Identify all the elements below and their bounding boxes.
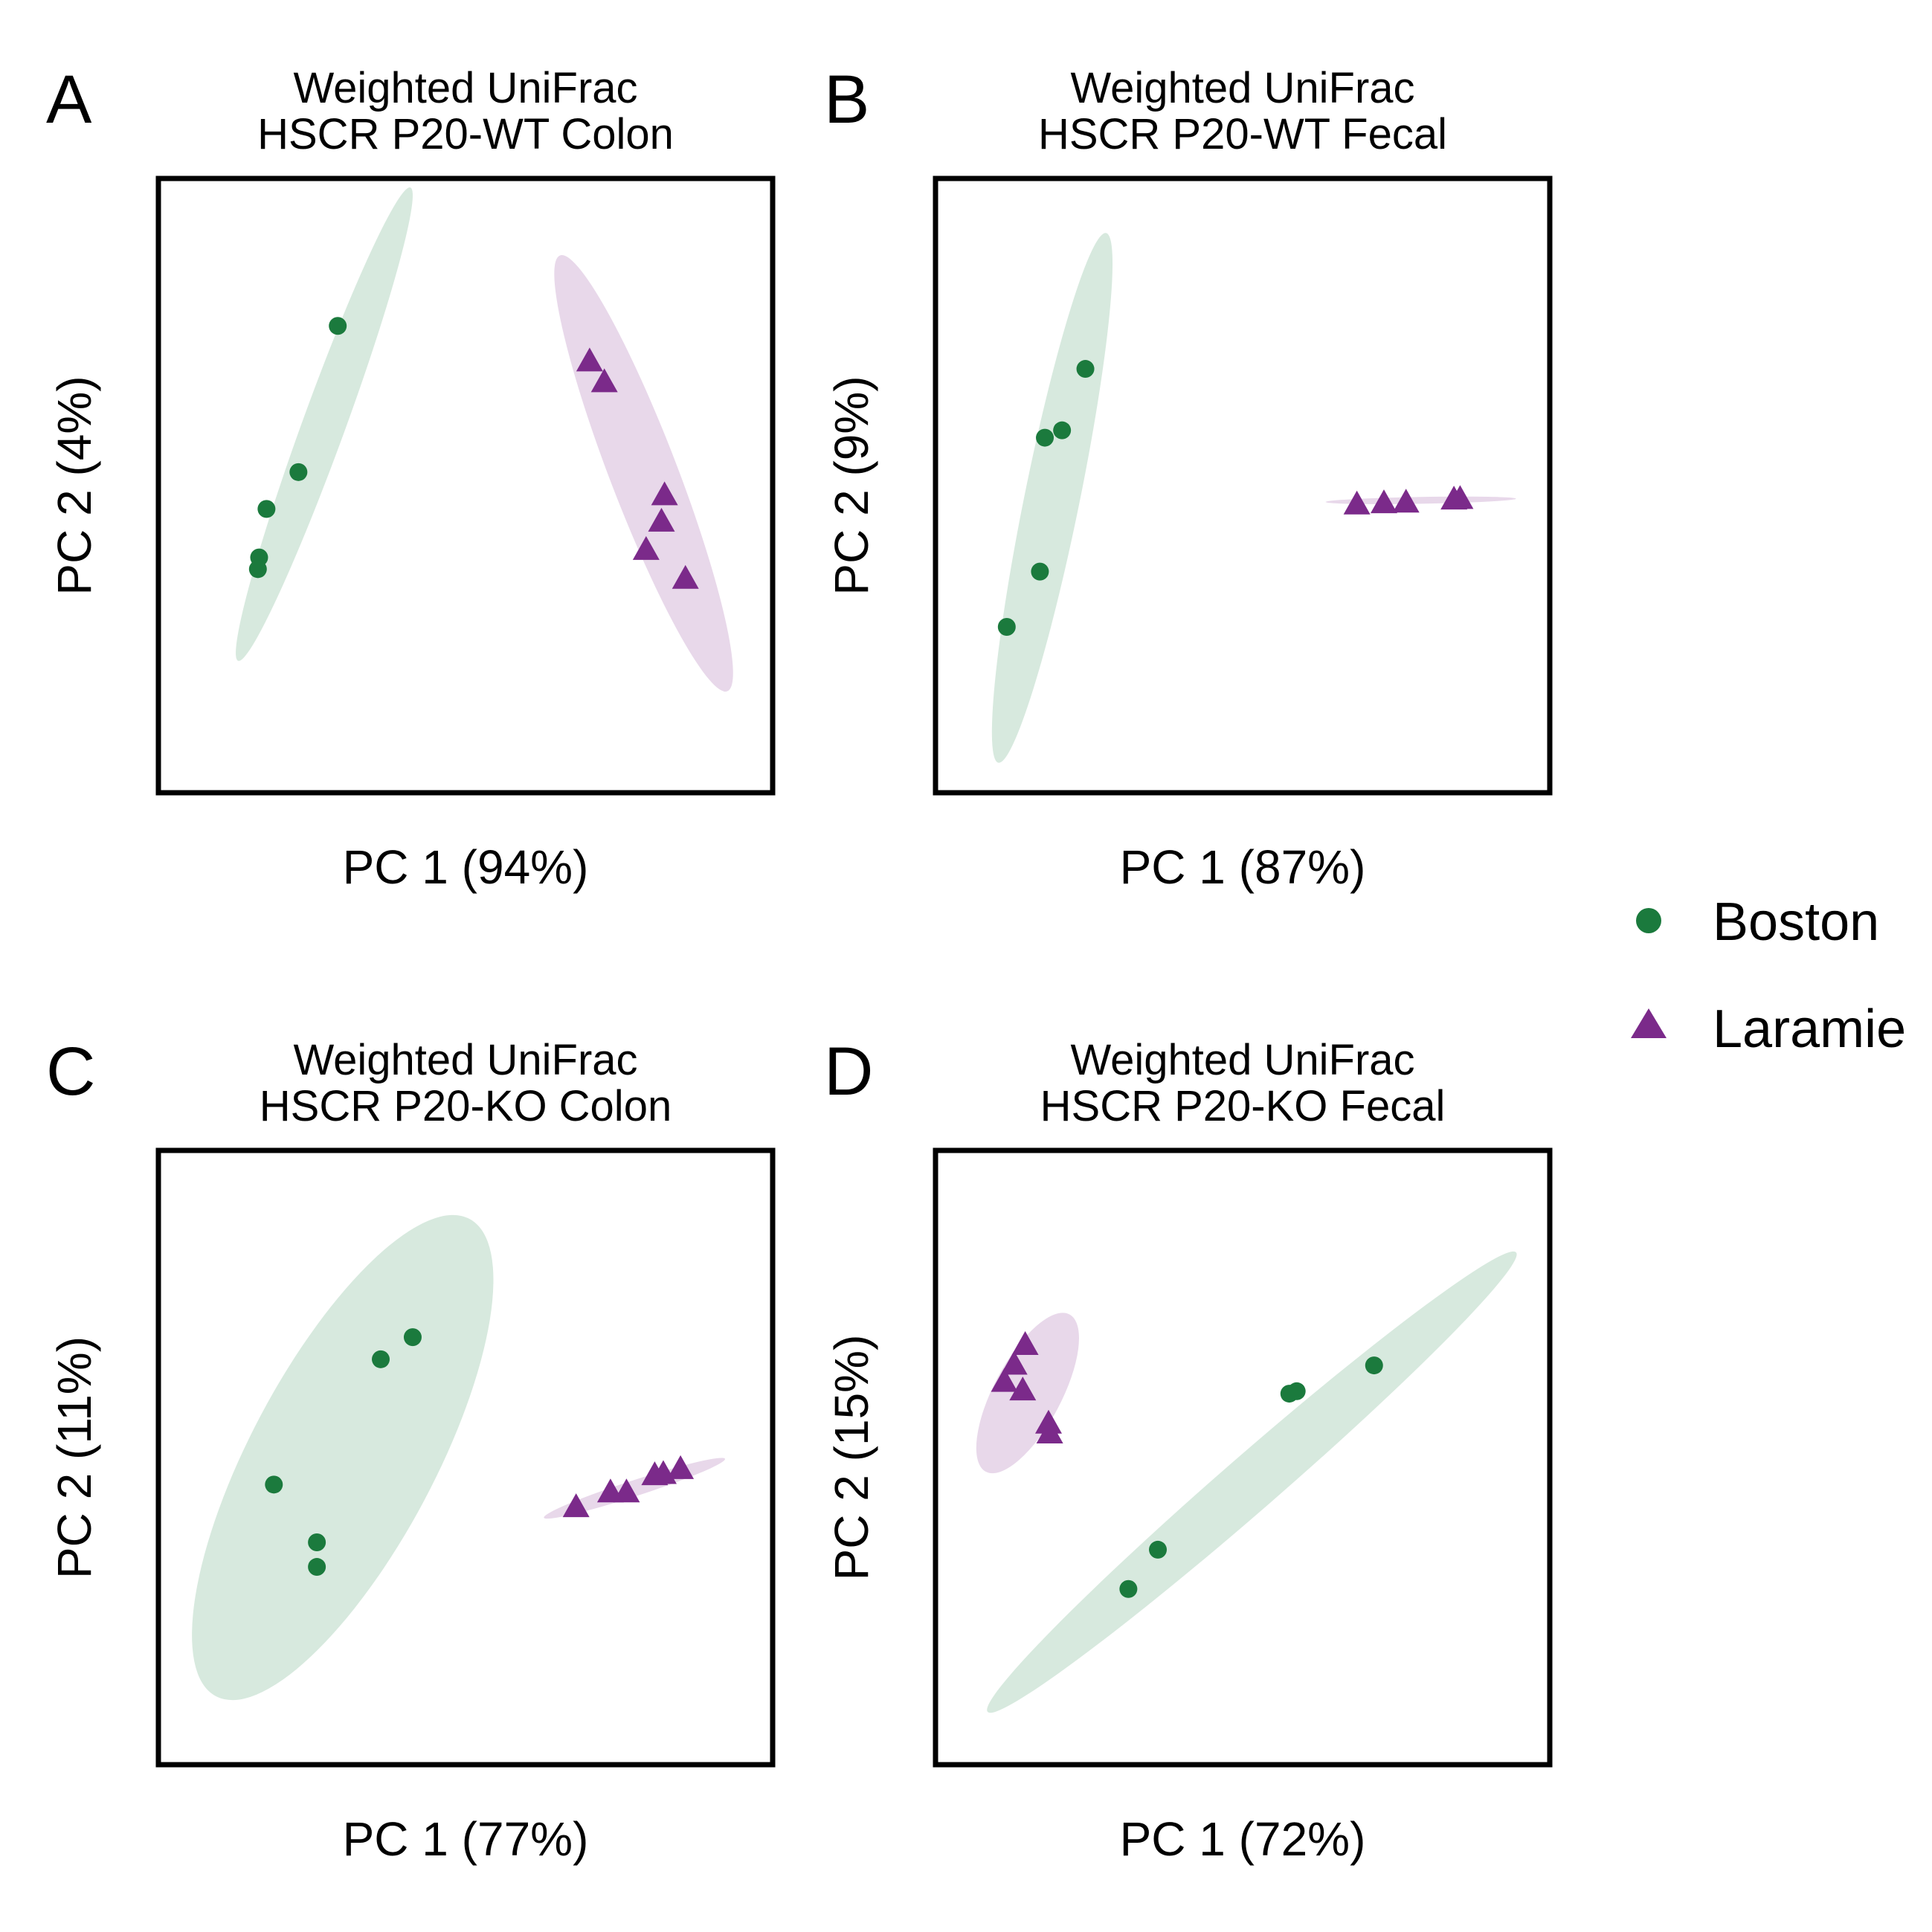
panel-c-boston-point-1 [403, 1328, 422, 1347]
panel-a-y-axis-label: PC 2 (4%) [48, 376, 101, 595]
panel-c-laramie-point-3 [613, 1478, 640, 1503]
panel-b-laramie-point-2 [1370, 489, 1397, 514]
panel-d-laramie-point-4 [1009, 1376, 1037, 1401]
panel-d-laramie-point-1 [1011, 1331, 1039, 1356]
panel-a-laramie-point-5 [632, 535, 660, 560]
panel-a-laramie-point-6 [672, 564, 699, 589]
panel-b-laramie-point-5 [1446, 485, 1474, 509]
panel-d-boston-point-3 [1280, 1385, 1298, 1403]
panel-a-plot-area [236, 187, 733, 692]
legend: Boston Laramie [1631, 892, 1906, 1059]
panel-c-laramie-point-1 [562, 1493, 590, 1518]
panel-b-laramie-point-1 [1343, 490, 1371, 515]
panel-d-laramie-point-3 [991, 1368, 1018, 1392]
panel-b-boston-ellipse [991, 233, 1113, 763]
legend-boston-label: Boston [1713, 892, 1879, 952]
panel-c-boston-point-3 [265, 1475, 283, 1494]
panel-a-x-axis-label: PC 1 (94%) [343, 840, 589, 894]
panel-a-letter: A [46, 62, 92, 138]
panel-d-letter: D [824, 1034, 873, 1110]
panel-c-title-line-2: HSCR P20-KO Colon [260, 1082, 672, 1130]
panel-a-boston-point-1 [329, 317, 347, 335]
legend-boston-marker [1636, 908, 1661, 933]
panel-d-y-axis-label: PC 2 (15%) [825, 1335, 878, 1581]
panel-a-boston-point-3 [257, 500, 276, 518]
panel-c-x-axis-label: PC 1 (77%) [343, 1812, 589, 1866]
panel-d-boston-point-5 [1119, 1580, 1138, 1598]
panel-b-boston-point-5 [997, 617, 1016, 636]
panel-b-letter: B [824, 62, 869, 138]
panel-c-laramie-point-6 [667, 1455, 695, 1479]
panel-c-boston-point-2 [372, 1350, 390, 1368]
panel-b-boston-point-1 [1076, 360, 1095, 379]
legend-laramie-label: Laramie [1713, 999, 1906, 1059]
panel-d-boston-point-1 [1365, 1356, 1383, 1375]
panel-b-boston-point-2 [1053, 421, 1072, 439]
panel-d-title-line-1: Weighted UniFrac [1070, 1036, 1414, 1084]
panel-b-title-line-1: Weighted UniFrac [1070, 64, 1414, 112]
panel-a-laramie-point-1 [576, 347, 603, 372]
panel-c-boston-point-4 [308, 1533, 326, 1551]
panel-d: D Weighted UniFrac HSCR P20-KO Fecal PC … [824, 1034, 1553, 1866]
panel-a-boston-point-2 [289, 463, 308, 481]
panel-c-plot-area [192, 1214, 725, 1701]
panel-d-laramie-point-5 [1034, 1409, 1062, 1434]
panel-a-boston-ellipse [236, 187, 413, 661]
panel-a-title-line-1: Weighted UniFrac [293, 64, 637, 112]
panel-b-laramie-point-3 [1392, 489, 1420, 513]
panel-d-boston-point-4 [1149, 1540, 1168, 1559]
panel-a-frame [155, 176, 776, 796]
panel-a-laramie-ellipse [554, 254, 733, 692]
legend-laramie-marker [1631, 1008, 1667, 1038]
panel-b-boston-point-3 [1036, 428, 1054, 447]
panel-b-y-axis-label: PC 2 (9%) [825, 376, 878, 595]
panel-a: A Weighted UniFrac HSCR P20-WT Colon PC … [46, 62, 776, 894]
panel-d-laramie-point-2 [1000, 1350, 1028, 1375]
panel-c-frame [155, 1147, 776, 1768]
panel-d-laramie-point-6 [1036, 1419, 1063, 1443]
panel-d-plot-area [976, 1251, 1517, 1713]
panel-b-x-axis-label: PC 1 (87%) [1120, 840, 1366, 894]
panel-b: B Weighted UniFrac HSCR P20-WT Fecal PC … [824, 62, 1553, 894]
panel-a-laramie-point-4 [648, 507, 675, 532]
panel-c-title-line-1: Weighted UniFrac [293, 1036, 637, 1084]
panel-c-boston-ellipse [192, 1214, 494, 1701]
panel-a-boston-point-5 [248, 560, 267, 579]
panel-c-y-axis-label: PC 2 (11%) [48, 1336, 101, 1579]
panel-a-laramie-point-2 [590, 368, 618, 393]
panel-a-laramie-point-3 [651, 481, 678, 506]
panel-c: C Weighted UniFrac HSCR P20-KO Colon PC … [46, 1034, 776, 1866]
panel-c-boston-point-5 [308, 1558, 326, 1577]
panel-d-boston-ellipse [987, 1251, 1517, 1713]
panel-a-title-line-2: HSCR P20-WT Colon [257, 110, 674, 158]
panel-d-x-axis-label: PC 1 (72%) [1120, 1812, 1366, 1866]
panel-c-letter: C [46, 1034, 95, 1110]
panel-b-frame [933, 176, 1553, 796]
panel-b-boston-point-4 [1031, 562, 1049, 581]
panel-d-frame [933, 1147, 1553, 1768]
panel-b-plot-area [991, 233, 1516, 763]
panel-b-title-line-2: HSCR P20-WT Fecal [1038, 110, 1447, 158]
panel-d-title-line-2: HSCR P20-KO Fecal [1040, 1082, 1446, 1130]
